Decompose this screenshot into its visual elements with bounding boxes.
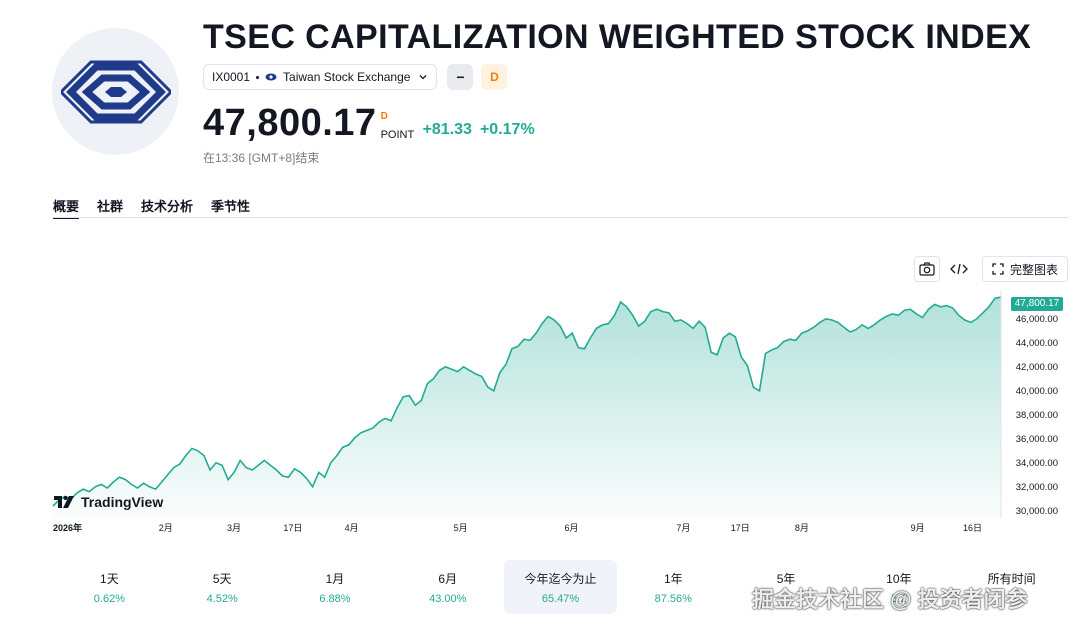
- period-1y[interactable]: 1年 87.56%: [617, 560, 730, 614]
- current-price: 47,800.17: [203, 102, 377, 144]
- market-close-time: 在13:36 [GMT+8]结束: [203, 151, 320, 165]
- x-tick-label: 17日: [283, 523, 302, 533]
- x-tick-label: 6月: [565, 523, 579, 533]
- price-delayed-marker: D: [380, 111, 388, 122]
- performance-periods: 1天 0.62% 5天 4.52% 1月 6.88% 6月 43.00% 今年迄…: [53, 560, 1068, 614]
- x-tick-label: 2月: [159, 523, 173, 533]
- y-tick-label: 34,000.00: [1016, 458, 1058, 469]
- period-value: 0.62%: [93, 593, 125, 605]
- tradingview-wordmark: TradingView: [81, 494, 164, 510]
- tabs-divider: [53, 217, 1068, 218]
- period-label: 1年: [663, 572, 683, 586]
- period-1m[interactable]: 1月 6.88%: [279, 560, 392, 614]
- period-label: 5年: [776, 572, 796, 586]
- tab-community[interactable]: 社群: [97, 199, 124, 214]
- tab-seasonals[interactable]: 季节性: [211, 199, 251, 214]
- price-suffix: D POINT: [381, 107, 421, 143]
- symbol-code: IX0001: [212, 70, 251, 84]
- x-tick-label: 7月: [676, 523, 690, 533]
- tab-bar: 概要 社群 技术分析 季节性: [53, 196, 251, 219]
- price-unit: POINT: [380, 129, 415, 141]
- price-change: +81.33: [422, 121, 472, 138]
- period-value: 65.47%: [541, 593, 580, 605]
- period-value: 6.88%: [319, 593, 351, 605]
- y-tick-label: 30,000.00: [1016, 506, 1058, 517]
- tradingview-logo[interactable]: TradingView: [53, 494, 163, 510]
- period-label: 今年迄今为止: [524, 572, 597, 586]
- x-tick-label: 16日: [963, 523, 982, 533]
- full-chart-button[interactable]: 完整图表: [982, 256, 1068, 282]
- period-value: 4.52%: [206, 593, 238, 605]
- y-tick-label: 40,000.00: [1016, 386, 1058, 397]
- y-tick-label: 38,000.00: [1016, 410, 1058, 421]
- full-chart-label: 完整图表: [1009, 262, 1058, 277]
- chevron-down-icon: [419, 75, 427, 80]
- symbol-meta-row: IX0001 Taiwan Stock Exchange − D: [203, 64, 508, 90]
- tab-overview[interactable]: 概要: [53, 196, 80, 219]
- period-10y[interactable]: 10年 5.2: [842, 560, 955, 614]
- y-tick-label: 36,000.00: [1016, 434, 1058, 445]
- page-title: TSEC CAPITALIZATION WEIGHTED STOCK INDEX: [203, 18, 1032, 56]
- period-label: 10年: [886, 572, 912, 586]
- price-line: [52, 296, 1002, 507]
- period-5d[interactable]: 5天 4.52%: [166, 560, 279, 614]
- camera-icon: [919, 262, 935, 276]
- exchange-eye-icon: [265, 73, 277, 81]
- last-price-marker: 47,800.17: [1011, 297, 1063, 311]
- x-tick-label: 5月: [454, 523, 468, 533]
- period-5y[interactable]: 5年: [730, 560, 843, 614]
- x-tick-label: 9月: [911, 523, 925, 533]
- period-1d[interactable]: 1天 0.62%: [53, 560, 166, 614]
- delayed-data-badge[interactable]: D: [481, 64, 508, 90]
- code-icon: [950, 263, 968, 275]
- tradingview-icon: [54, 496, 74, 508]
- period-label: 1天: [100, 572, 119, 586]
- tab-technicals[interactable]: 技术分析: [141, 199, 194, 214]
- exchange-logo: [52, 28, 179, 155]
- y-tick-label: 32,000.00: [1016, 482, 1058, 493]
- period-label: 6月: [438, 572, 458, 586]
- y-tick-label: 42,000.00: [1016, 362, 1058, 373]
- snapshot-button[interactable]: [914, 256, 940, 282]
- price-chart[interactable]: 46,000.00 44,000.00 42,000.00 40,000.00 38,0…: [52, 290, 1068, 540]
- twse-logo-icon: [60, 60, 171, 123]
- market-status-badge[interactable]: −: [447, 64, 474, 90]
- y-tick-label: 44,000.00: [1016, 338, 1058, 349]
- period-value: 43.00%: [429, 593, 467, 605]
- period-label: 5天: [212, 572, 232, 586]
- embed-button[interactable]: [946, 256, 972, 282]
- period-ytd[interactable]: 今年迄今为止 65.47%: [504, 560, 617, 614]
- price-change-percent: +0.17%: [479, 121, 535, 138]
- x-tick-label: 3月: [227, 523, 241, 533]
- period-all[interactable]: 所有时间: [955, 560, 1068, 614]
- exchange-selector[interactable]: IX0001 Taiwan Stock Exchange: [203, 64, 438, 90]
- price-row: 47,800.17 D POINT +81.33 +0.17%: [203, 103, 535, 143]
- x-tick-label: 4月: [345, 523, 359, 533]
- x-tick-label: 2026年: [53, 522, 82, 533]
- price-area-fill: [53, 297, 1001, 518]
- y-tick-label: 46,000.00: [1016, 314, 1058, 325]
- x-tick-label: 17日: [731, 523, 750, 533]
- watermark: 掘金技术社区 @ 投资者闭参: [752, 587, 1028, 612]
- period-label: 所有时间: [987, 572, 1036, 586]
- x-tick-label: 8月: [795, 523, 809, 533]
- period-6m[interactable]: 6月 43.00%: [391, 560, 504, 614]
- fullscreen-icon: [992, 263, 1004, 275]
- period-value: 87.56%: [654, 593, 692, 605]
- period-value: 5.2: [891, 593, 907, 605]
- separator-dot: [256, 75, 260, 79]
- exchange-name: Taiwan Stock Exchange: [283, 70, 411, 84]
- period-label: 1月: [325, 572, 345, 586]
